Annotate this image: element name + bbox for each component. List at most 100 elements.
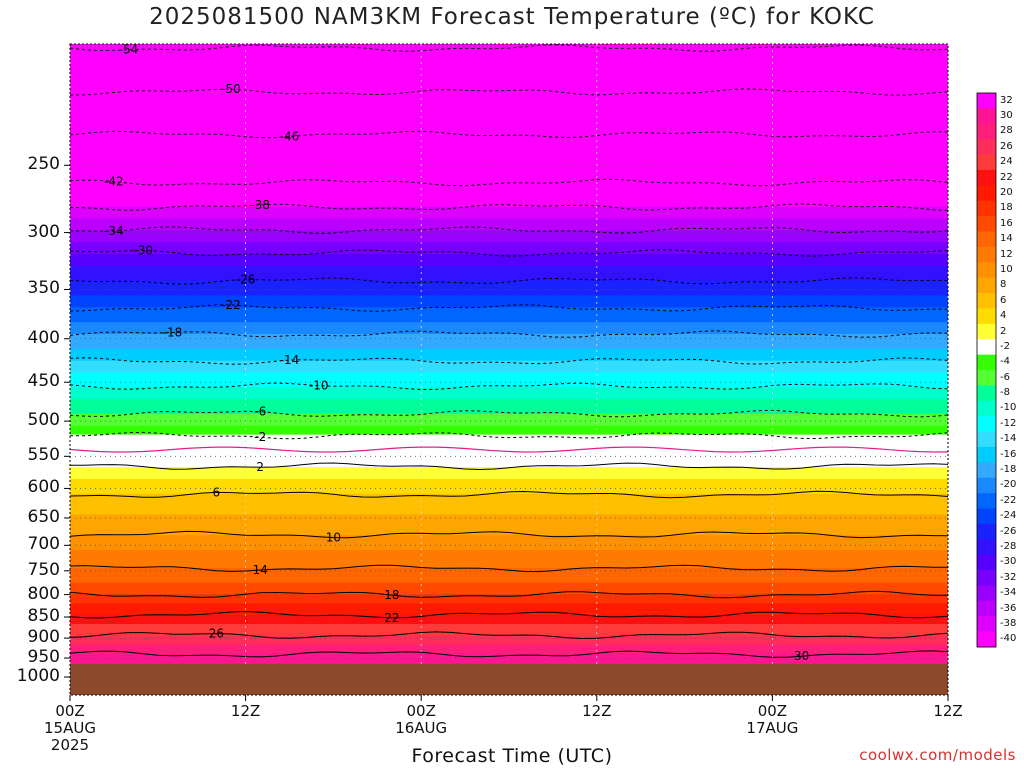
temp-band	[70, 434, 948, 439]
temp-band	[70, 209, 948, 214]
temp-band	[70, 609, 948, 613]
temp-band	[70, 476, 948, 480]
temp-band	[70, 576, 948, 581]
colorbar-label: 8	[1000, 279, 1007, 291]
temp-band	[70, 618, 948, 622]
isotherm-lines: -54-50-46-42-38-34-30-26-22-18-14-10-6-2…	[70, 43, 948, 663]
colorbar-label: 28	[1000, 125, 1013, 137]
colorbar-swatch	[977, 631, 996, 648]
temp-band	[70, 425, 948, 430]
temp-band	[70, 431, 948, 436]
isotherm-line	[70, 178, 948, 187]
isotherm-line	[70, 530, 948, 539]
axis-ticks	[64, 164, 949, 701]
temp-band	[70, 428, 948, 433]
temp-band	[70, 561, 948, 566]
temp-band	[70, 218, 948, 223]
temp-band	[70, 248, 948, 252]
colorbar-swatch	[977, 400, 996, 417]
temp-band	[70, 141, 948, 146]
temp-band	[70, 535, 948, 539]
colorbar-label: -4	[1000, 356, 1010, 368]
y-tick-label: 650	[27, 506, 60, 527]
isotherm-label: -2	[254, 430, 266, 444]
temp-band	[70, 484, 948, 489]
isotherm-label: -46	[280, 130, 300, 144]
temp-band	[70, 103, 948, 107]
isotherm-label: -10	[309, 379, 329, 393]
y-tick-label: 900	[27, 627, 60, 648]
temp-band	[70, 339, 948, 344]
isotherm-label: 30	[794, 649, 809, 663]
colorbar-swatch	[977, 446, 996, 463]
colorbar-swatch	[977, 585, 996, 602]
temp-band	[70, 393, 948, 397]
temp-band	[70, 446, 948, 450]
isotherm-line	[70, 409, 948, 418]
temp-band	[70, 168, 948, 172]
colorbar-label: 14	[1000, 233, 1013, 245]
temp-band	[70, 319, 948, 323]
temp-band	[70, 280, 948, 285]
temp-band	[70, 437, 948, 442]
temp-band	[70, 58, 948, 63]
x-tick-label-line: 00Z	[406, 702, 436, 720]
x-tick-label-line: 2025	[50, 736, 90, 754]
chart-title: 2025081500 NAM3KM Forecast Temperature (…	[149, 4, 875, 30]
temp-band	[70, 174, 948, 178]
temp-band	[70, 369, 948, 374]
colorbar-swatch	[977, 431, 996, 448]
isotherm-label: -22	[221, 298, 241, 312]
colorbar-swatch	[977, 200, 996, 217]
x-axis-title: Forecast Time (UTC)	[411, 745, 613, 767]
temp-band	[70, 186, 948, 190]
colorbar-label: -6	[1000, 371, 1010, 383]
isotherm-label: 6	[213, 485, 221, 499]
temp-band	[70, 120, 948, 125]
temp-band	[70, 289, 948, 294]
temp-band	[70, 268, 948, 273]
temp-band	[70, 159, 948, 163]
isotherm-line	[70, 249, 948, 257]
temp-band	[70, 538, 948, 542]
temp-band	[70, 541, 948, 545]
temp-band	[70, 215, 948, 220]
temp-band	[70, 647, 948, 652]
colorbar-label: -10	[1000, 402, 1017, 414]
x-tick-label: 00Z 16AUG	[381, 703, 461, 737]
temp-band	[70, 603, 948, 607]
temp-band	[70, 271, 948, 276]
temp-band	[70, 378, 948, 382]
temp-band	[70, 191, 948, 196]
temp-band	[70, 123, 948, 128]
x-tick-label-line: 17AUG	[746, 719, 799, 737]
temp-band	[70, 623, 948, 628]
y-tick-label: 300	[27, 221, 60, 242]
colorbar-label: 20	[1000, 187, 1013, 199]
temp-band	[70, 632, 948, 637]
colorbar-swatch	[977, 354, 996, 371]
colorbar-swatch	[977, 616, 996, 632]
y-tick-label: 750	[27, 559, 60, 580]
temp-band	[70, 304, 948, 308]
temp-band	[70, 413, 948, 418]
temp-band	[70, 224, 948, 229]
temp-band	[70, 156, 948, 161]
temp-band	[70, 372, 948, 377]
temp-band	[70, 629, 948, 634]
temp-band	[70, 443, 948, 448]
y-tick-label: 500	[27, 410, 60, 431]
colorbar-swatch	[977, 246, 996, 263]
colorbar-swatch	[977, 554, 996, 571]
temp-band	[70, 230, 948, 234]
temp-band	[70, 242, 948, 246]
colorbar-label: 18	[1000, 202, 1013, 214]
isotherm-label: -54	[119, 43, 139, 57]
colorbar-swatch	[977, 108, 996, 125]
isotherm-line	[70, 382, 948, 391]
temp-band	[70, 82, 948, 87]
colorbar-label: -32	[1000, 571, 1017, 583]
colorbar-label: -12	[1000, 417, 1017, 429]
temp-band	[70, 529, 948, 533]
